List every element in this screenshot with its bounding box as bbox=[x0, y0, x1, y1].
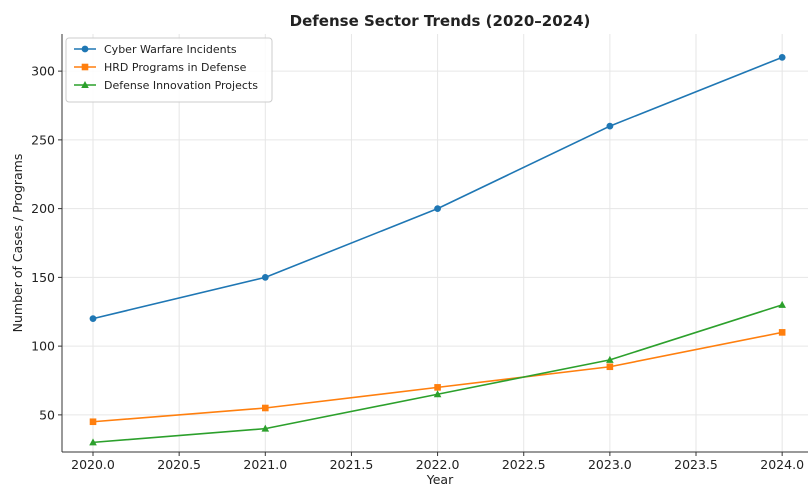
legend-entry-label: Defense Innovation Projects bbox=[104, 79, 258, 92]
chart-title: Defense Sector Trends (2020–2024) bbox=[290, 12, 591, 30]
data-point-marker bbox=[779, 54, 786, 61]
x-tick-label: 2022.0 bbox=[416, 457, 460, 472]
legend-swatch-marker bbox=[82, 46, 89, 53]
y-tick-label: 150 bbox=[31, 270, 55, 285]
y-tick-label: 50 bbox=[39, 407, 55, 422]
data-point-marker bbox=[434, 384, 441, 391]
legend-swatch-marker bbox=[82, 64, 89, 71]
x-tick-label: 2022.5 bbox=[502, 457, 546, 472]
data-point-marker bbox=[90, 315, 97, 322]
y-tick-label: 300 bbox=[31, 64, 55, 79]
x-tick-label: 2020.0 bbox=[71, 457, 115, 472]
x-tick-label: 2023.5 bbox=[674, 457, 718, 472]
y-tick-label: 100 bbox=[31, 339, 55, 354]
y-tick-label: 250 bbox=[31, 132, 55, 147]
tick-labels: 2020.0 2020.5 2021.0 2021.5 2022.0 2022.5 2023… bbox=[31, 64, 804, 472]
y-axis-label: Number of Cases / Programs bbox=[10, 154, 25, 333]
x-axis-label: Year bbox=[426, 472, 454, 484]
x-tick-label: 2020.5 bbox=[157, 457, 201, 472]
x-tick-label: 2021.0 bbox=[243, 457, 287, 472]
data-point-marker bbox=[262, 274, 269, 281]
data-point-marker bbox=[262, 405, 269, 412]
x-tick-label: 2021.5 bbox=[330, 457, 374, 472]
y-tick-label: 200 bbox=[31, 201, 55, 216]
data-point-marker bbox=[606, 123, 613, 130]
data-point-marker bbox=[778, 301, 786, 308]
legend: Cyber Warfare Incidents HRD Programs in D… bbox=[66, 38, 272, 102]
legend-entry-label: Cyber Warfare Incidents bbox=[104, 43, 237, 56]
x-tick-label: 2023.0 bbox=[588, 457, 632, 472]
legend-entry-label: HRD Programs in Defense bbox=[104, 61, 247, 74]
data-point-marker bbox=[779, 329, 786, 336]
data-point-marker bbox=[607, 363, 614, 370]
data-point-marker bbox=[90, 418, 97, 425]
x-tick-label: 2024.0 bbox=[760, 457, 804, 472]
data-point-marker bbox=[434, 205, 441, 212]
